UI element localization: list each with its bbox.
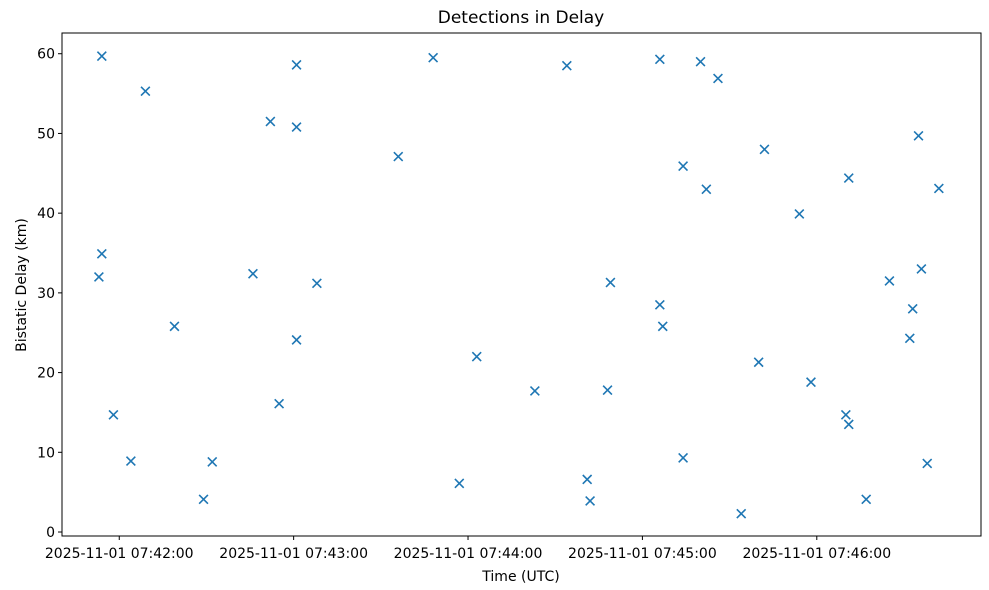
data-point-marker bbox=[207, 456, 218, 467]
data-point-marker bbox=[602, 385, 613, 396]
data-point-marker bbox=[291, 122, 302, 133]
y-axis-label: Bistatic Delay (km) bbox=[14, 218, 30, 352]
data-point-marker bbox=[678, 161, 689, 172]
data-point-marker bbox=[922, 458, 933, 469]
data-point-marker bbox=[393, 151, 404, 162]
data-point-marker bbox=[265, 116, 276, 127]
data-point-marker bbox=[736, 508, 747, 519]
data-point-marker bbox=[753, 357, 764, 368]
data-point-marker bbox=[582, 474, 593, 485]
data-point-marker bbox=[884, 275, 895, 286]
data-point-marker bbox=[291, 59, 302, 70]
data-point-marker bbox=[605, 277, 616, 288]
data-point-marker bbox=[806, 377, 816, 388]
data-point-marker bbox=[471, 351, 482, 362]
data-point-marker bbox=[759, 144, 770, 155]
data-point-marker bbox=[96, 248, 107, 259]
data-point-marker bbox=[454, 478, 465, 489]
data-point-marker bbox=[843, 173, 854, 184]
data-point-marker bbox=[125, 456, 136, 467]
data-point-marker bbox=[907, 303, 918, 314]
data-point-marker bbox=[93, 271, 104, 282]
x-tick-label: 2025-11-01 07:46:00 bbox=[742, 546, 891, 562]
data-point-marker bbox=[678, 452, 689, 463]
data-point-marker bbox=[904, 333, 915, 344]
data-point-marker bbox=[585, 495, 596, 506]
data-point-marker bbox=[529, 385, 540, 396]
data-point-marker bbox=[654, 299, 665, 310]
data-point-marker bbox=[654, 54, 665, 65]
data-point-marker bbox=[561, 60, 572, 71]
data-point-marker bbox=[794, 208, 805, 219]
data-point-marker bbox=[108, 409, 119, 420]
data-point-marker bbox=[169, 321, 180, 332]
data-point-marker bbox=[861, 494, 872, 505]
data-point-marker bbox=[96, 51, 107, 62]
data-point-marker bbox=[840, 409, 851, 420]
data-point-marker bbox=[291, 334, 302, 345]
y-tick-label: 60 bbox=[37, 47, 55, 63]
x-tick-label: 2025-11-01 07:44:00 bbox=[394, 546, 543, 562]
data-point-marker bbox=[913, 130, 924, 141]
axes-spines bbox=[61, 32, 982, 537]
data-point-marker bbox=[274, 398, 285, 409]
x-tick-label: 2025-11-01 07:43:00 bbox=[219, 546, 368, 562]
y-tick-label: 30 bbox=[37, 286, 55, 302]
data-point-marker bbox=[247, 268, 258, 279]
data-point-marker bbox=[843, 419, 854, 430]
y-tick-label: 50 bbox=[37, 126, 55, 142]
plot-area: 2025-11-01 07:42:00 2025-11-01 07:43:00 20… bbox=[37, 32, 982, 562]
y-tick-label: 0 bbox=[46, 525, 55, 541]
data-point-marker bbox=[140, 86, 151, 97]
x-axis-label: Time (UTC) bbox=[481, 569, 559, 585]
data-point-marker bbox=[198, 494, 209, 505]
y-tick-label: 40 bbox=[37, 206, 55, 222]
chart-title: Detections in Delay bbox=[438, 8, 605, 28]
data-point-marker bbox=[657, 321, 668, 332]
y-tick-label: 10 bbox=[37, 445, 55, 461]
data-point-marker bbox=[701, 184, 712, 195]
y-tick-label: 20 bbox=[37, 366, 55, 382]
x-tick-label: 2025-11-01 07:45:00 bbox=[568, 546, 717, 562]
data-point-marker bbox=[428, 52, 439, 63]
data-point-marker bbox=[916, 263, 927, 274]
data-point-marker bbox=[933, 183, 944, 194]
data-point-marker bbox=[713, 73, 723, 84]
data-point-marker bbox=[695, 56, 706, 67]
x-tick-label: 2025-11-01 07:42:00 bbox=[45, 546, 194, 562]
data-point-marker bbox=[311, 278, 322, 289]
